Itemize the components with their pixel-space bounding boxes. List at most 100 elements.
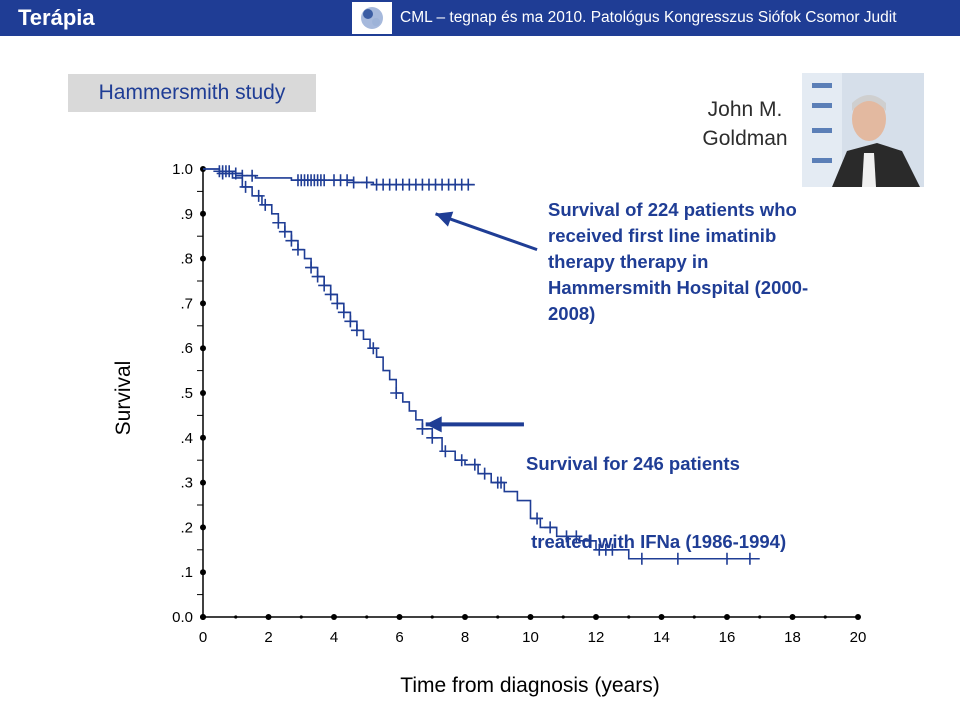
- censor-mark: [531, 512, 544, 525]
- censor-mark: [721, 552, 733, 565]
- slide-header: Terápia CML – tegnap és ma 2010. Patológ…: [0, 0, 960, 36]
- y-tick-mark: [200, 255, 206, 262]
- x-tick-label: 20: [850, 629, 867, 646]
- censor-mark: [462, 178, 475, 191]
- censor-mark: [468, 458, 481, 471]
- x-minor-tick: [692, 615, 696, 619]
- y-tick-mark: [200, 614, 206, 620]
- censor-mark: [478, 467, 491, 480]
- censor-mark: [305, 261, 318, 274]
- y-tick-mark: [200, 569, 206, 576]
- censor-mark: [350, 324, 363, 337]
- censor-mark: [324, 288, 337, 301]
- censor-mark: [272, 216, 285, 229]
- censor-mark: [259, 198, 272, 211]
- y-tick-mark: [200, 300, 206, 307]
- censor-mark: [252, 189, 265, 202]
- censor-mark: [544, 521, 557, 534]
- censor-mark: [570, 530, 583, 543]
- censor-mark: [223, 165, 236, 178]
- y-tick-label: .2: [180, 519, 193, 536]
- x-tick-label: 0: [199, 629, 207, 646]
- censor-mark: [337, 306, 350, 319]
- x-tick-label: 16: [719, 629, 736, 646]
- censor-mark: [311, 270, 324, 283]
- x-tick-label: 8: [461, 629, 469, 646]
- annotation-line: Survival for 246 patients: [526, 453, 740, 474]
- y-tick-mark: [200, 345, 206, 352]
- person-name: John M. Goldman: [690, 95, 800, 153]
- y-tick-mark: [200, 479, 206, 486]
- x-tick-label: 4: [330, 629, 338, 646]
- censor-mark: [635, 552, 648, 565]
- y-tick-label: .4: [180, 430, 193, 447]
- censor-mark: [390, 387, 403, 399]
- x-minor-tick: [496, 615, 500, 619]
- censor-mark: [416, 422, 429, 435]
- survival-curve-1: [203, 168, 475, 186]
- y-tick-label: 1.0: [172, 161, 193, 178]
- censor-mark: [344, 315, 357, 328]
- x-tick-label: 6: [395, 629, 403, 646]
- slide-section-title: Terápia: [0, 0, 130, 36]
- x-tick-mark: [265, 614, 272, 620]
- x-tick-mark: [396, 614, 403, 620]
- y-tick-label: .9: [180, 206, 193, 223]
- congress-logo-icon: [352, 2, 392, 34]
- x-minor-tick: [561, 615, 565, 619]
- y-tick-label: .3: [180, 475, 193, 492]
- x-tick-mark: [593, 614, 599, 620]
- speaker-photo: [802, 73, 924, 187]
- y-tick-label: .6: [180, 340, 193, 357]
- annotation-line: Survival of 224 patients who: [548, 199, 797, 220]
- y-tick-mark: [200, 524, 206, 531]
- x-tick-mark: [462, 614, 468, 620]
- x-tick-mark: [331, 614, 337, 620]
- y-tick-label: 0.0: [172, 609, 193, 626]
- x-tick-mark: [789, 614, 796, 620]
- censor-mark: [347, 176, 360, 189]
- person-name-line1: John M.: [707, 98, 783, 121]
- censor-mark: [495, 476, 508, 489]
- censor-mark: [239, 180, 252, 193]
- y-tick-label: .8: [180, 251, 193, 268]
- annotation-line: therapy therapy in: [548, 251, 709, 272]
- censor-mark: [285, 234, 298, 247]
- censor-mark: [229, 167, 242, 180]
- x-minor-tick: [758, 615, 762, 619]
- slide-header-info: CML – tegnap és ma 2010. Patológus Kongr…: [400, 9, 897, 26]
- censor-mark: [606, 543, 619, 556]
- censor-mark: [331, 297, 344, 310]
- annotation-line: received first line imatinib: [548, 225, 777, 246]
- censor-mark: [671, 552, 684, 565]
- annotation-arrowhead: [425, 416, 442, 433]
- y-tick-label: .7: [180, 295, 193, 312]
- x-tick-label: 12: [588, 629, 605, 646]
- annotation-arrowhead: [435, 211, 454, 227]
- y-tick-mark: [200, 210, 206, 217]
- x-tick-label: 2: [264, 629, 272, 646]
- x-tick-mark: [658, 614, 665, 620]
- censor-mark: [426, 431, 439, 444]
- x-minor-tick: [299, 615, 303, 619]
- x-tick-label: 14: [653, 629, 670, 646]
- x-tick-mark: [527, 614, 534, 620]
- censor-mark: [743, 552, 756, 565]
- x-tick-label: 18: [784, 629, 801, 646]
- x-minor-tick: [430, 615, 434, 619]
- censor-mark: [278, 225, 291, 238]
- censor-mark: [439, 445, 452, 458]
- person-name-line2: Goldman: [702, 127, 788, 150]
- annotation-arrow: [435, 212, 538, 252]
- x-minor-tick: [627, 615, 631, 619]
- x-minor-tick: [823, 615, 827, 619]
- censor-mark: [455, 454, 468, 467]
- x-tick-label: 10: [522, 629, 539, 646]
- x-tick-mark: [855, 614, 861, 620]
- x-axis-label: Time from diagnosis (years): [400, 674, 660, 697]
- x-minor-tick: [365, 615, 369, 619]
- censor-mark: [318, 279, 331, 292]
- annotation-line: Hammersmith Hospital (2000-: [548, 277, 809, 298]
- censor-mark: [360, 176, 373, 189]
- y-tick-label: .5: [180, 385, 193, 402]
